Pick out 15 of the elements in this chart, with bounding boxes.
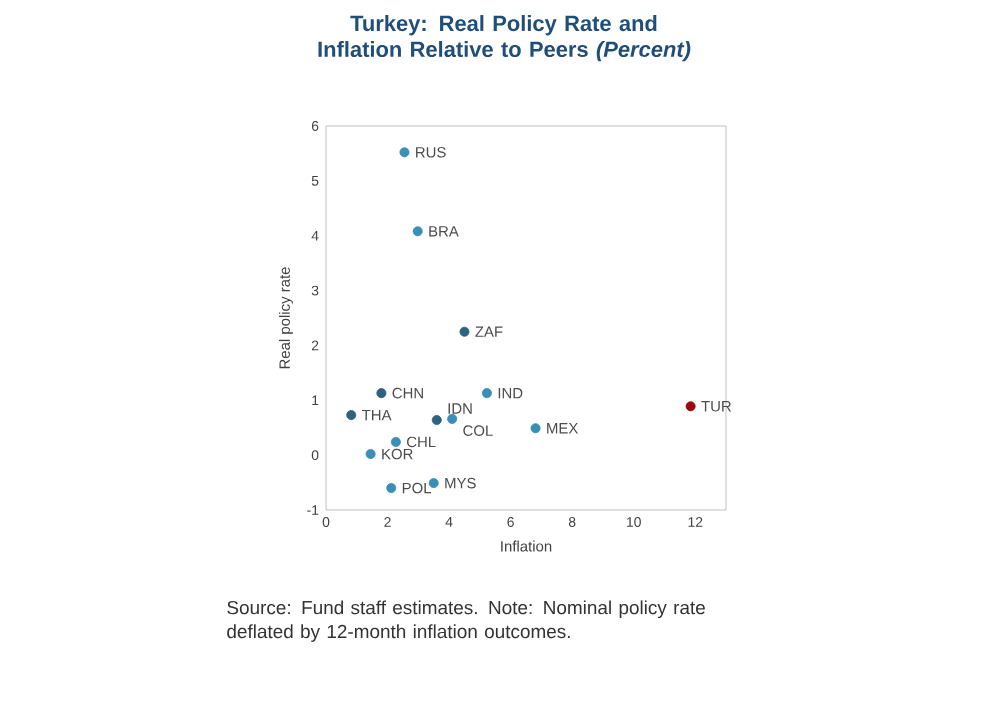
point [530, 423, 541, 434]
source-note: Source: Fund staff estimates. Note: Nominal policy rate deflated by 12-month inflation outcomes. [227, 600, 705, 642]
point [346, 410, 357, 421]
point [386, 483, 397, 494]
point [447, 413, 458, 424]
point [412, 226, 423, 237]
point [390, 436, 401, 447]
point [399, 147, 410, 158]
point [376, 388, 387, 399]
point [685, 401, 696, 412]
point [365, 449, 376, 460]
point [481, 388, 492, 399]
point [459, 326, 470, 337]
point [431, 415, 442, 426]
chart-title: Turkey: Real Policy Rate and Inflation Relative to Peers (Percent) [318, 15, 691, 62]
